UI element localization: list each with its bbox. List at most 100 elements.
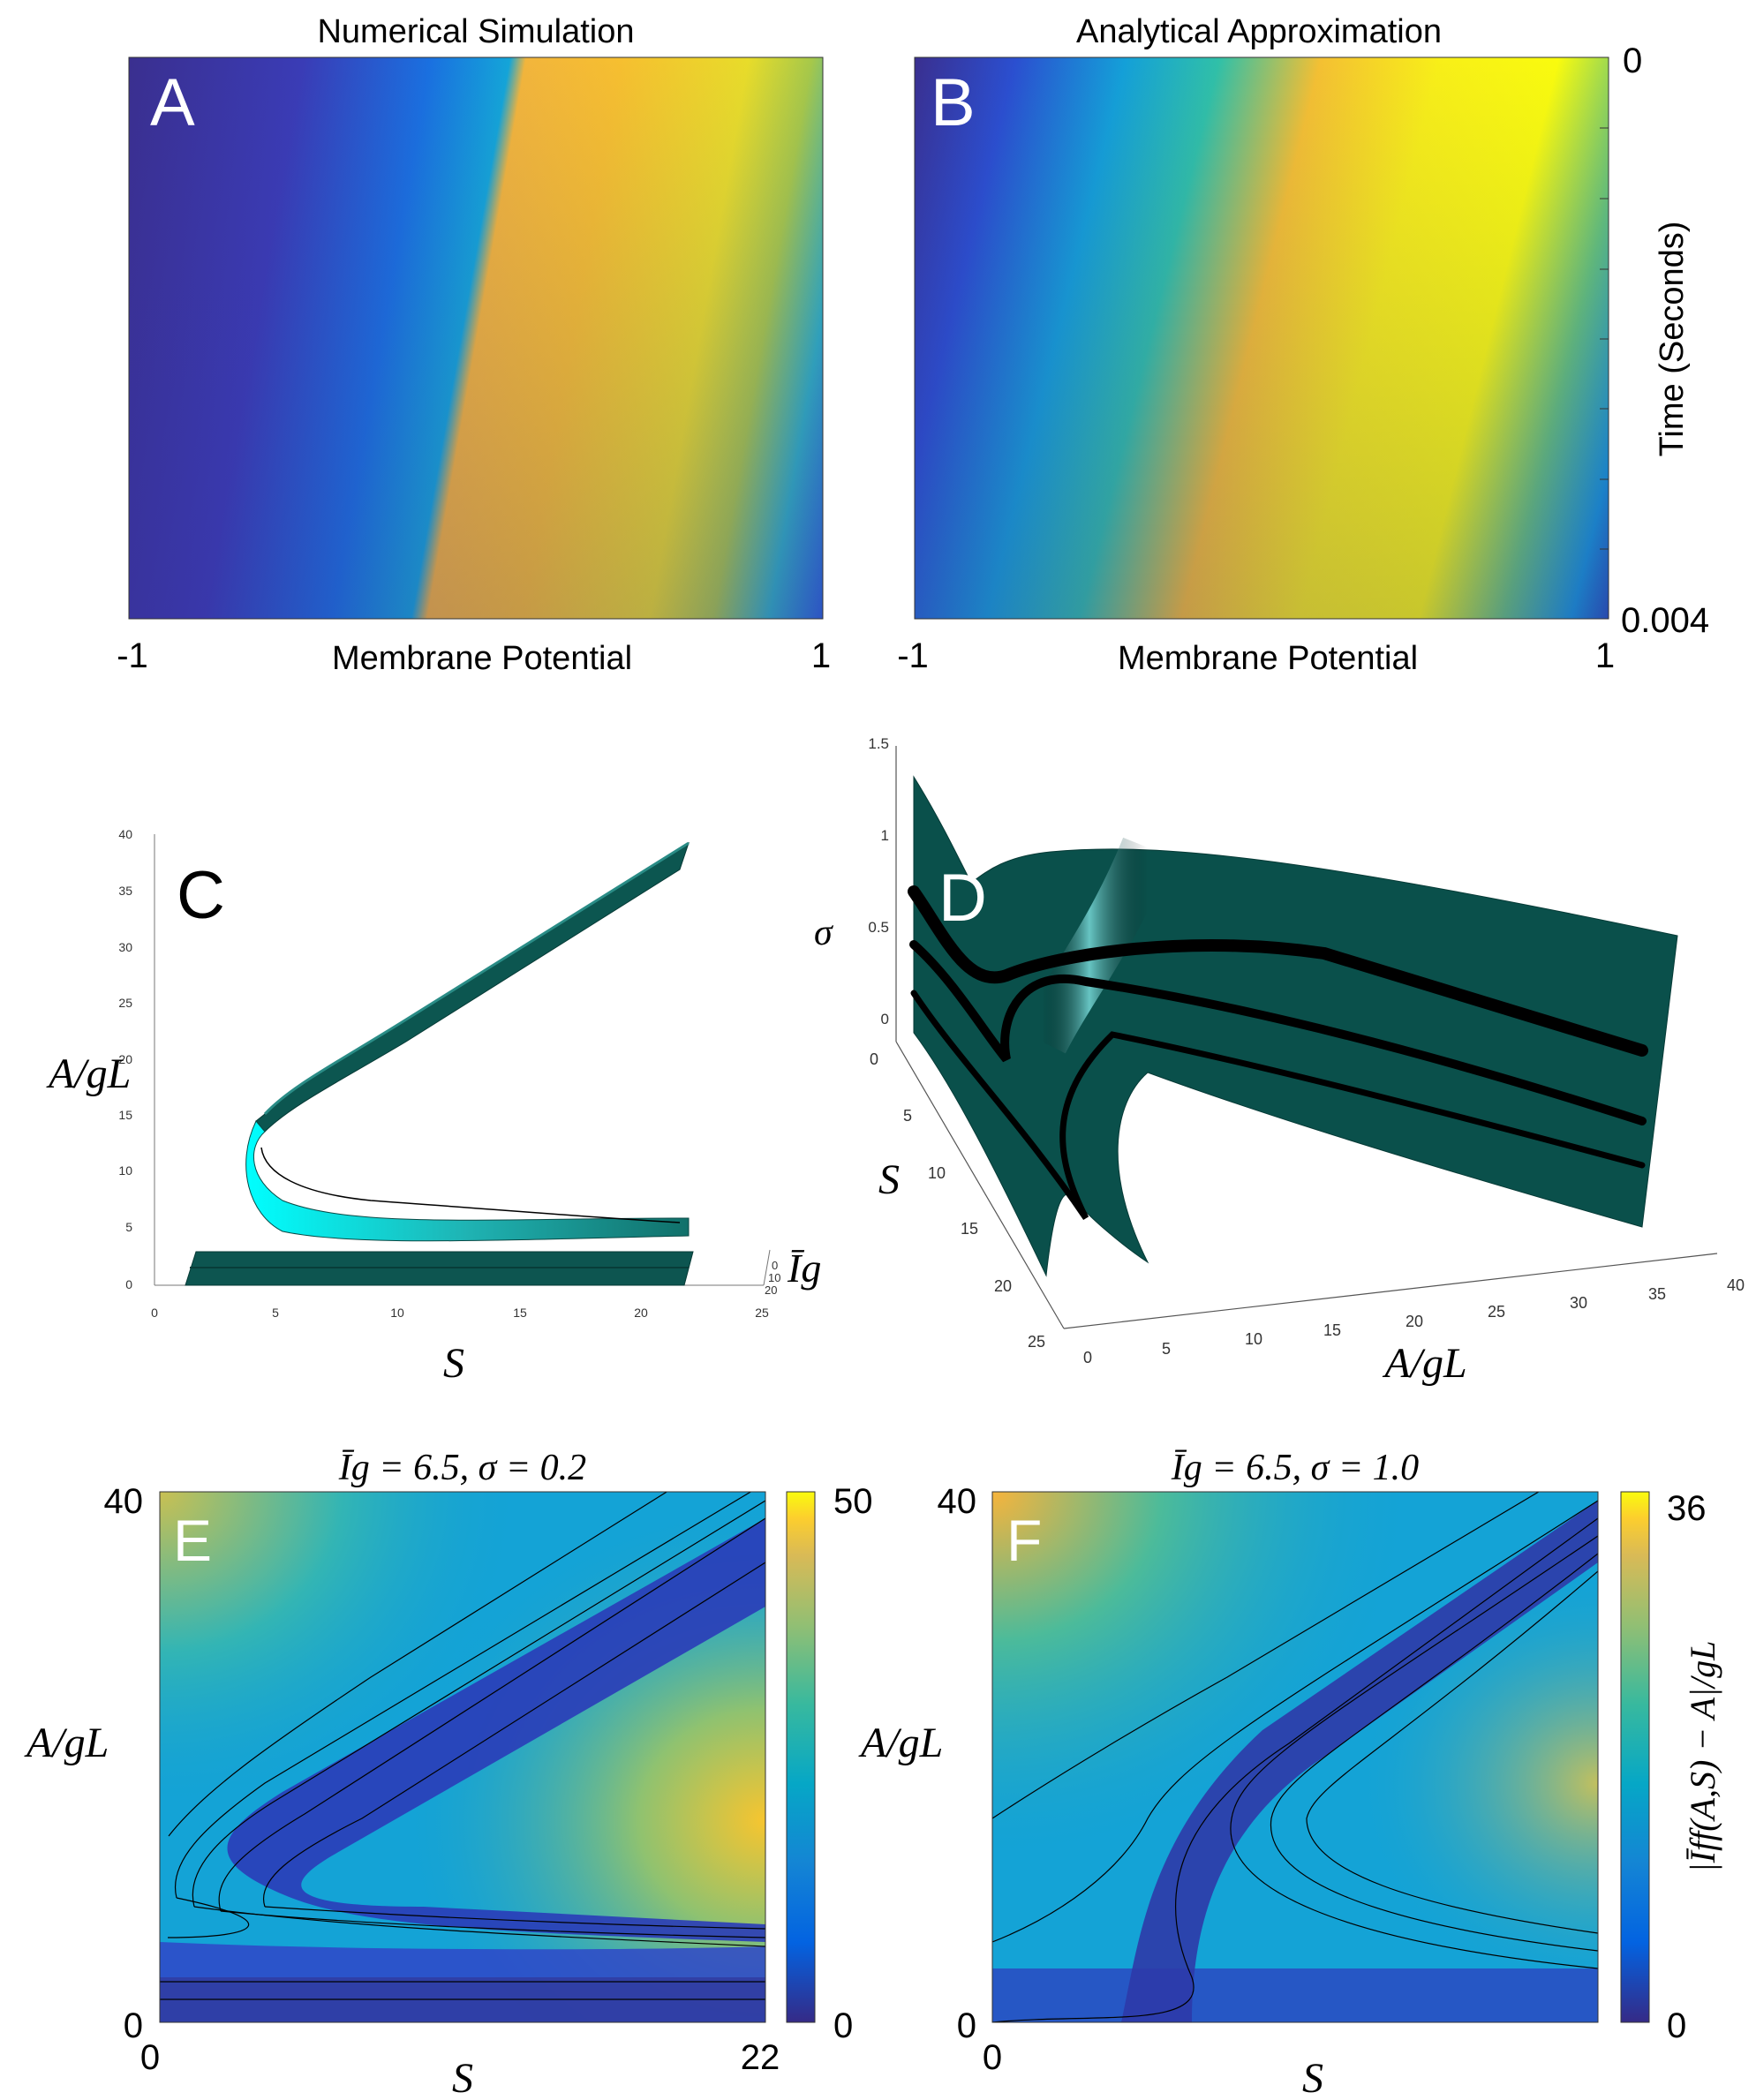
svg-text:15: 15 bbox=[1323, 1321, 1341, 1339]
svg-text:25: 25 bbox=[118, 996, 132, 1010]
panel-c-yticks: 40 35 30 25 20 15 10 5 0 bbox=[118, 827, 132, 1291]
panel-a-xtick-max: 1 bbox=[811, 636, 831, 675]
panel-e-xlabel: S bbox=[452, 2055, 473, 2100]
panel-b-letter: B bbox=[931, 65, 976, 140]
svg-text:20: 20 bbox=[634, 1306, 648, 1320]
panel-d-xticks: 0 5 10 15 20 25 30 35 40 bbox=[1083, 1276, 1745, 1366]
svg-text:10: 10 bbox=[390, 1306, 404, 1320]
panel-e-xtick-max: 22 bbox=[741, 2038, 780, 2077]
panel-a-xlabel: Membrane Potential bbox=[332, 640, 632, 677]
panel-e-xtick-min: 0 bbox=[140, 2038, 160, 2077]
panel-e-colorbar bbox=[786, 1491, 816, 2023]
svg-text:0: 0 bbox=[870, 1050, 878, 1068]
panel-c-xticks: 0 5 10 15 20 25 bbox=[151, 1306, 769, 1320]
panel-f-cbar-tick-min: 0 bbox=[1667, 2006, 1686, 2045]
panel-d: 1.5 1 0.5 0 0 5 10 15 20 25 0 5 10 15 20… bbox=[814, 735, 1745, 1387]
panel-b-heatmap bbox=[915, 57, 1609, 619]
svg-text:10: 10 bbox=[928, 1164, 946, 1182]
panel-f: Īg = 6.5, σ = 1.0 F 40 0 0 S A/gL 36 0 |… bbox=[858, 1448, 1722, 2100]
panel-d-zticks: 1.5 1 0.5 0 bbox=[868, 735, 889, 1027]
panel-f-contours bbox=[992, 1492, 1598, 2022]
svg-text:0: 0 bbox=[881, 1011, 889, 1027]
panel-e-cbar-tick-max: 50 bbox=[833, 1482, 873, 1521]
panel-e-ytick-bottom: 0 bbox=[124, 2006, 143, 2045]
svg-text:25: 25 bbox=[755, 1306, 769, 1320]
panel-d-xlabel: A/gL bbox=[1382, 1340, 1466, 1387]
panel-e: Īg = 6.5, σ = 0.2 E 40 0 0 22 S bbox=[24, 1448, 873, 2100]
panel-b-xtick-min: -1 bbox=[897, 636, 929, 675]
panel-b-ylabel: Time (Seconds) bbox=[1654, 222, 1691, 457]
panel-f-xtick-min: 0 bbox=[983, 2038, 1002, 2077]
panel-c-ylabel: A/gL bbox=[46, 1050, 131, 1097]
svg-text:0: 0 bbox=[772, 1259, 778, 1272]
svg-text:40: 40 bbox=[118, 827, 132, 841]
panel-f-heatmap bbox=[992, 1492, 1598, 2022]
panel-c: 40 35 30 25 20 15 10 5 0 0 5 10 15 20 25… bbox=[46, 827, 821, 1387]
svg-text:35: 35 bbox=[118, 884, 132, 898]
panel-b-yticks bbox=[1600, 127, 1609, 550]
panel-a-letter: A bbox=[150, 65, 195, 140]
svg-text:0: 0 bbox=[1083, 1349, 1092, 1366]
svg-text:20: 20 bbox=[1406, 1313, 1423, 1330]
panel-b-xtick-max: 1 bbox=[1595, 636, 1615, 675]
svg-text:10: 10 bbox=[1245, 1330, 1262, 1348]
panel-c-surface-upper bbox=[255, 841, 690, 1133]
svg-text:0: 0 bbox=[151, 1306, 158, 1320]
panel-d-letter: D bbox=[938, 861, 987, 936]
panel-a: Numerical Simulation A -1 1 Membrane Pot… bbox=[117, 13, 831, 677]
panel-d-contours bbox=[908, 885, 1648, 1220]
panel-e-cbar-tick-min: 0 bbox=[833, 2006, 853, 2045]
panel-e-title: Īg = 6.5, σ = 0.2 bbox=[338, 1448, 586, 1488]
panel-b-xlabel: Membrane Potential bbox=[1118, 640, 1418, 677]
panel-d-yticks: 0 5 10 15 20 25 bbox=[870, 1050, 1045, 1351]
panel-a-title: Numerical Simulation bbox=[317, 13, 634, 50]
panel-f-cbar-label: |Īff(A,S) − A|/gL bbox=[1683, 1641, 1722, 1873]
svg-text:15: 15 bbox=[961, 1220, 978, 1238]
panel-f-cbar-tick-max: 36 bbox=[1667, 1489, 1707, 1528]
panel-f-colorbar bbox=[1620, 1491, 1650, 2023]
panel-c-xlabel: S bbox=[443, 1340, 464, 1387]
svg-text:0.5: 0.5 bbox=[868, 919, 889, 936]
svg-text:5: 5 bbox=[272, 1306, 279, 1320]
panel-c-zticks: 0 10 20 bbox=[765, 1259, 780, 1297]
svg-text:15: 15 bbox=[513, 1306, 527, 1320]
panel-c-surface-middle bbox=[245, 1120, 690, 1242]
panel-d-zlabel: σ bbox=[814, 913, 834, 953]
svg-text:30: 30 bbox=[118, 940, 132, 954]
svg-text:5: 5 bbox=[1162, 1340, 1171, 1358]
panel-f-title: Īg = 6.5, σ = 1.0 bbox=[1171, 1448, 1419, 1488]
svg-text:1.5: 1.5 bbox=[868, 735, 889, 752]
svg-text:1: 1 bbox=[881, 827, 889, 844]
panel-e-letter: E bbox=[173, 1508, 212, 1573]
panel-c-letter: C bbox=[177, 858, 225, 933]
panel-f-letter: F bbox=[1006, 1508, 1042, 1573]
panel-c-zlabel: Īg bbox=[787, 1246, 821, 1291]
panel-f-ytick-top: 40 bbox=[938, 1482, 977, 1521]
svg-text:20: 20 bbox=[765, 1283, 777, 1297]
panel-a-xtick-min: -1 bbox=[117, 636, 148, 675]
svg-text:5: 5 bbox=[125, 1220, 132, 1234]
panel-b-ytick-top: 0 bbox=[1623, 41, 1642, 80]
panel-e-heatmap bbox=[160, 1492, 765, 2022]
panel-f-ylabel: A/gL bbox=[858, 1720, 943, 1766]
svg-text:20: 20 bbox=[994, 1277, 1012, 1295]
panel-f-ytick-bottom: 0 bbox=[957, 2006, 976, 2045]
svg-text:10: 10 bbox=[118, 1163, 132, 1178]
panel-d-ylabel: S bbox=[878, 1156, 900, 1203]
panel-a-heatmap bbox=[129, 57, 823, 619]
svg-text:20: 20 bbox=[118, 1052, 132, 1066]
svg-text:0: 0 bbox=[125, 1277, 132, 1291]
panel-e-ytick-top: 40 bbox=[104, 1482, 144, 1521]
svg-text:25: 25 bbox=[1488, 1303, 1505, 1321]
svg-text:30: 30 bbox=[1570, 1294, 1587, 1312]
panel-e-ylabel: A/gL bbox=[24, 1720, 109, 1766]
panel-c-axes bbox=[154, 834, 771, 1286]
panel-f-xlabel: S bbox=[1302, 2055, 1323, 2100]
svg-text:25: 25 bbox=[1028, 1333, 1045, 1351]
svg-text:5: 5 bbox=[903, 1107, 912, 1125]
panel-e-contours bbox=[160, 1492, 765, 2000]
panel-b-ytick-bottom: 0.004 bbox=[1621, 601, 1709, 640]
panel-b-title: Analytical Approximation bbox=[1076, 13, 1442, 50]
panel-d-axes bbox=[895, 746, 1718, 1329]
